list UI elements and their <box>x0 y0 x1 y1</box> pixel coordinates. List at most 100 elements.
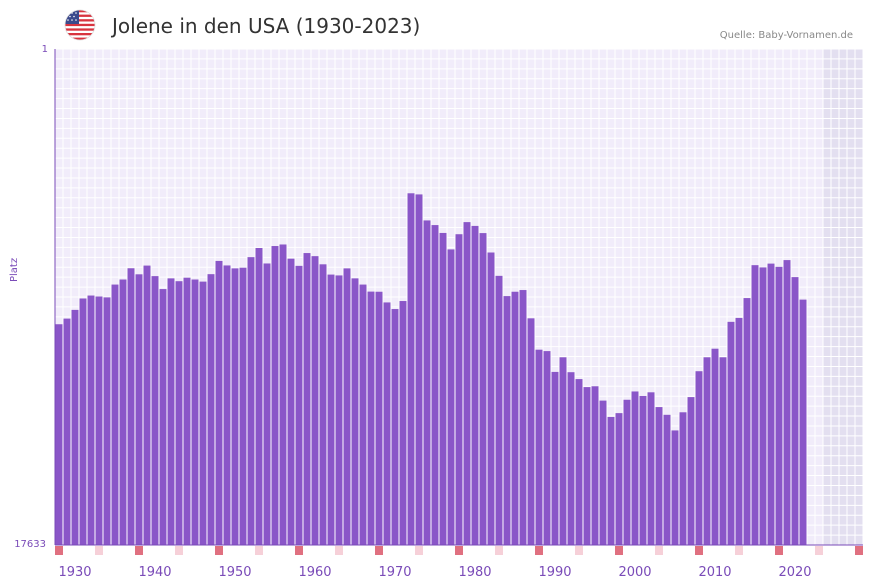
bar-1994 <box>583 387 591 545</box>
bar-1980 <box>471 225 479 545</box>
bar-1968 <box>375 291 383 545</box>
bar-1941 <box>159 289 167 545</box>
bar-1983 <box>495 275 503 545</box>
bar-2014 <box>743 298 751 545</box>
bar-1993 <box>575 379 583 545</box>
bar-1947 <box>207 274 215 545</box>
bar-1978 <box>455 234 463 545</box>
bar-1972 <box>407 193 415 545</box>
bar-1990 <box>551 371 559 545</box>
bar-1988 <box>535 349 543 545</box>
half-decade-marker <box>575 546 583 555</box>
bar-1949 <box>223 265 231 545</box>
decade-marker <box>215 546 223 555</box>
half-decade-marker <box>415 546 423 555</box>
bar-1956 <box>279 244 287 545</box>
bar-1957 <box>287 258 295 545</box>
bar-1959 <box>303 253 311 546</box>
bar-1970 <box>391 309 399 545</box>
bar-1943 <box>175 281 183 545</box>
bar-1991 <box>559 357 567 545</box>
half-decade-marker <box>735 546 743 555</box>
decade-marker <box>535 546 543 555</box>
bar-2012 <box>727 321 735 545</box>
x-tick-label: 1970 <box>378 565 411 580</box>
bar-1952 <box>247 257 255 545</box>
decade-marker <box>295 546 303 555</box>
y-tick-bottom: 17633 <box>14 539 46 550</box>
y-tick-top: 1 <box>41 44 48 55</box>
bar-1930 <box>71 309 79 545</box>
bar-1939 <box>143 265 151 545</box>
bar-1942 <box>167 278 175 545</box>
x-tick-label: 2010 <box>698 565 731 580</box>
bar-1995 <box>591 386 599 545</box>
bar-2003 <box>655 407 663 545</box>
half-decade-marker <box>255 546 263 555</box>
bar-2007 <box>687 397 695 545</box>
bar-2000 <box>631 391 639 545</box>
bar-1953 <box>255 247 263 545</box>
bar-2019 <box>783 260 791 545</box>
bar-1929 <box>63 318 71 545</box>
bar-1966 <box>359 284 367 545</box>
bar-1984 <box>503 296 511 545</box>
bar-1998 <box>615 413 623 545</box>
bar-1982 <box>487 252 495 545</box>
half-decade-marker <box>655 546 663 555</box>
bar-1964 <box>343 268 351 545</box>
half-decade-marker <box>95 546 103 555</box>
bar-2010 <box>711 348 719 545</box>
bar-1933 <box>95 296 103 545</box>
bar-1987 <box>527 318 535 545</box>
page-title: Jolene in den USA (1930-2023) <box>112 14 421 38</box>
bar-1977 <box>447 249 455 546</box>
bar-1950 <box>231 268 239 545</box>
bar-1931 <box>79 298 87 545</box>
half-decade-marker <box>815 546 823 555</box>
source-label: Quelle: Baby-Vornamen.de <box>719 30 853 41</box>
bar-1985 <box>511 291 519 545</box>
bar-2017 <box>767 263 775 545</box>
decade-marker <box>775 546 783 555</box>
bar-1938 <box>135 274 143 545</box>
bar-1969 <box>383 302 391 545</box>
bar-2009 <box>703 357 711 545</box>
bar-1936 <box>119 279 127 545</box>
bar-1976 <box>439 232 447 545</box>
bar-1946 <box>199 281 207 545</box>
bar-1958 <box>295 265 303 545</box>
bar-2001 <box>639 395 647 545</box>
bar-1963 <box>335 275 343 545</box>
bar-2013 <box>735 317 743 545</box>
bar-2016 <box>759 267 767 545</box>
bar-1974 <box>423 220 431 545</box>
bar-2002 <box>647 392 655 545</box>
bar-1944 <box>183 277 191 545</box>
x-tick-label: 1980 <box>458 565 491 580</box>
x-tick-label: 1990 <box>538 565 571 580</box>
x-tick-label: 1930 <box>58 565 91 580</box>
decade-marker <box>55 546 63 555</box>
bar-1989 <box>543 351 551 545</box>
bar-1954 <box>263 263 271 545</box>
half-decade-marker <box>495 546 503 555</box>
bar-1945 <box>191 279 199 545</box>
us-flag-icon <box>64 9 96 41</box>
bar-1948 <box>215 260 223 545</box>
bar-1992 <box>567 372 575 545</box>
bar-1962 <box>327 274 335 545</box>
bar-1961 <box>319 264 327 545</box>
bar-2021 <box>799 299 807 545</box>
x-tick-label: 1940 <box>138 565 171 580</box>
bar-1971 <box>399 301 407 545</box>
decade-marker <box>375 546 383 555</box>
bar-2004 <box>663 414 671 545</box>
bar-2018 <box>775 266 783 545</box>
bar-2006 <box>679 412 687 545</box>
bar-1934 <box>103 297 111 545</box>
bar-1981 <box>479 233 487 546</box>
bar-1967 <box>367 291 375 545</box>
bar-1973 <box>415 194 423 545</box>
